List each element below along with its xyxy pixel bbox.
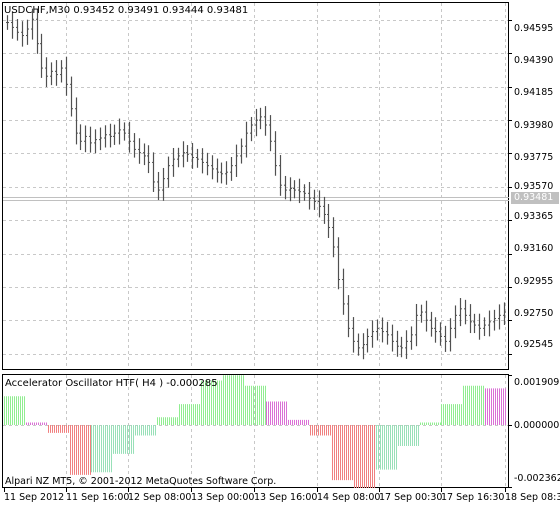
price-axis-label: 0.92545: [514, 339, 554, 350]
time-axis-label: 11 Sep 2012: [4, 492, 65, 503]
price-axis-label: 0.94595: [514, 23, 554, 34]
price-axis-label: 0.93775: [514, 152, 554, 163]
indicator-title: Accelerator Oscillator HTF( H4 ) -0.0002…: [5, 378, 218, 389]
price-axis-label: 0.93570: [514, 181, 554, 192]
current-price-label: 0.93481: [511, 192, 559, 204]
price-panel-frame: [2, 2, 509, 370]
time-axis-label: 14 Sep 08:00: [317, 492, 381, 503]
time-axis-label: 13 Sep 16:00: [254, 492, 318, 503]
price-axis-label: 0.92750: [514, 308, 554, 319]
price-axis-label: 0.94390: [514, 55, 554, 66]
price-axis-label: 0.93980: [514, 120, 554, 131]
time-axis-label: 13 Sep 00:00: [191, 492, 255, 503]
indicator-axis-label: -0.002362: [514, 473, 560, 484]
time-axis-label: 17 Sep 00:30: [379, 492, 443, 503]
ac-histogram: [4, 375, 506, 488]
indicator-axis-label: 0.000000: [514, 420, 560, 431]
time-axis-label: 11 Sep 16:00: [66, 492, 130, 503]
price-bars: [6, 8, 506, 360]
time-axis-label: 17 Sep 16:30: [441, 492, 505, 503]
time-axis-label: 18 Sep 08:30: [505, 492, 560, 503]
indicator-axis-label: 0.001909: [514, 377, 560, 388]
price-axis-label: 0.92955: [514, 276, 554, 287]
axis-ticks: [4, 20, 512, 492]
time-axis-label: 12 Sep 08:00: [128, 492, 192, 503]
copyright-text: Alpari NZ MT5, © 2001-2012 MetaQuotes So…: [5, 476, 277, 487]
price-grid: [3, 3, 508, 369]
price-axis-label: 0.94185: [514, 87, 554, 98]
price-axis-label: 0.93365: [514, 211, 554, 222]
main-chart-title: USDCHF,M30 0.93452 0.93491 0.93444 0.934…: [4, 5, 249, 16]
price-axis-label: 0.93160: [514, 243, 554, 254]
